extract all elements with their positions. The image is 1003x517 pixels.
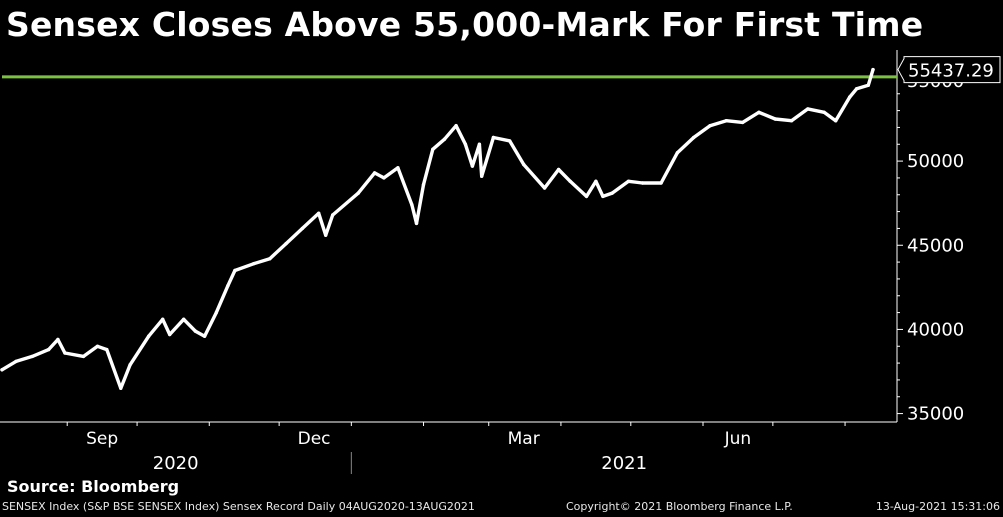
chart-labels: 35000 40000 45000 50000 Sep Dec Mar Jun 2020 2021… [86,56,1001,474]
chart-marks [0,67,897,390]
x-tick-label: Mar [508,429,540,449]
data-point [128,363,132,367]
data-point [659,181,663,185]
data-point [789,119,794,123]
data-point [757,110,761,115]
data-point [202,334,207,338]
data-point [470,164,475,168]
timestamp: 13-Aug-2021 15:31:06 [875,500,1000,513]
year-label: 2021 [601,453,647,474]
data-point [105,347,109,352]
data-point [226,284,230,288]
data-point [284,241,288,246]
y-tick-label: 40000 [907,319,964,340]
data-point [584,194,589,199]
data-point [182,317,186,321]
y-tick-label: 45000 [907,235,964,256]
source-label: Source: Bloomberg [7,477,180,496]
data-point [480,174,484,178]
data-point [147,334,151,338]
data-point [414,221,419,226]
index-description: SENSEX Index (S&P BSE SENSEX Index) Sens… [2,500,475,513]
data-point [372,171,377,175]
data-point [866,83,870,88]
data-point [14,359,18,364]
x-tick-label: Dec [298,429,331,449]
x-tick-label: Jun [724,429,752,449]
data-point [463,142,468,146]
data-point [508,139,512,143]
data-point [410,203,414,207]
data-point [81,354,86,359]
data-point [542,186,547,190]
data-point [317,211,321,215]
data-point [601,194,605,199]
data-point [822,110,826,115]
data-point [871,67,875,72]
data-point [442,137,447,141]
data-point [214,310,218,315]
data-point [396,166,400,170]
chart-axes [0,50,903,474]
data-point [331,213,335,217]
y-tick-label: 50000 [907,151,964,172]
data-point [431,147,435,151]
data-point [0,368,4,372]
data-point [626,179,631,183]
data-point [773,117,777,121]
last-value-label: 55437.29 [908,61,994,82]
data-point [168,332,172,337]
data-point [477,142,482,146]
data-point [855,87,859,91]
data-point [233,268,237,273]
data-point [522,162,526,167]
data-point [806,107,810,111]
copyright-notice: Copyright© 2021 Bloomberg Finance L.P. [566,500,793,513]
last-value-callout: 55437.29 [897,56,1001,84]
data-point [740,120,745,125]
data-point [161,317,165,321]
data-point [95,344,100,348]
data-point [356,191,360,195]
data-point [63,351,67,355]
y-tick-label: 35000 [907,404,964,425]
data-point [675,151,680,155]
year-label: 2020 [153,453,199,474]
data-point [708,124,712,128]
data-point [46,347,51,352]
data-point [382,176,386,180]
data-point [594,179,598,183]
data-point [556,167,561,172]
data-point [640,181,645,185]
data-point [30,354,34,359]
data-point [421,183,426,187]
data-point [193,329,197,333]
data-point [568,179,572,183]
data-point [119,386,123,390]
data-point [454,124,458,128]
data-point [610,191,614,195]
x-tick-label: Sep [86,429,118,449]
data-point [724,119,728,123]
data-point [300,226,305,231]
data-point [251,262,256,266]
data-point [692,135,696,140]
data-point [491,135,496,140]
data-point [324,233,328,237]
sensex-series-line [0,67,875,390]
chart-title: Sensex Closes Above 55,000-Mark For Firs… [6,5,924,44]
data-point [834,119,838,123]
data-point [848,95,852,99]
callout-box [897,56,1001,84]
data-point [56,337,60,342]
data-point [268,257,272,261]
